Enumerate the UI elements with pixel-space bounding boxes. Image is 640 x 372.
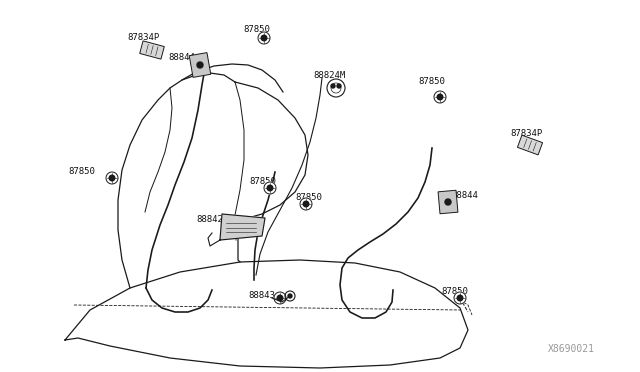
- Circle shape: [434, 91, 446, 103]
- Circle shape: [337, 84, 341, 88]
- Circle shape: [285, 291, 295, 301]
- Text: 88843: 88843: [248, 291, 275, 299]
- Circle shape: [327, 79, 345, 97]
- Bar: [518, 135, 543, 155]
- Bar: [438, 190, 458, 214]
- Circle shape: [109, 175, 115, 181]
- Circle shape: [437, 94, 443, 100]
- Bar: [189, 52, 211, 77]
- Circle shape: [106, 172, 118, 184]
- Text: 87850: 87850: [295, 193, 322, 202]
- Text: 88842: 88842: [196, 215, 223, 224]
- Circle shape: [457, 295, 463, 301]
- Text: 87834P: 87834P: [510, 128, 542, 138]
- Circle shape: [261, 35, 267, 41]
- Text: 87850: 87850: [68, 167, 95, 176]
- Bar: [140, 41, 164, 59]
- Text: 87850: 87850: [441, 288, 468, 296]
- Circle shape: [258, 32, 270, 44]
- Circle shape: [268, 185, 273, 191]
- Text: 88824M: 88824M: [313, 71, 345, 80]
- Polygon shape: [220, 214, 265, 240]
- Circle shape: [303, 201, 309, 207]
- Text: 87834P: 87834P: [127, 33, 159, 42]
- Circle shape: [274, 292, 286, 304]
- Circle shape: [454, 292, 466, 304]
- Text: 87850: 87850: [418, 77, 445, 87]
- Circle shape: [288, 294, 292, 298]
- Circle shape: [300, 198, 312, 210]
- Text: 88844: 88844: [168, 52, 195, 61]
- Text: 88844: 88844: [451, 190, 478, 199]
- Circle shape: [277, 295, 283, 301]
- Circle shape: [264, 182, 276, 194]
- Circle shape: [197, 62, 203, 68]
- Text: 87850: 87850: [243, 26, 270, 35]
- Circle shape: [331, 84, 335, 88]
- Text: X8690021: X8690021: [548, 344, 595, 354]
- Circle shape: [445, 199, 451, 205]
- Text: 87850: 87850: [249, 176, 276, 186]
